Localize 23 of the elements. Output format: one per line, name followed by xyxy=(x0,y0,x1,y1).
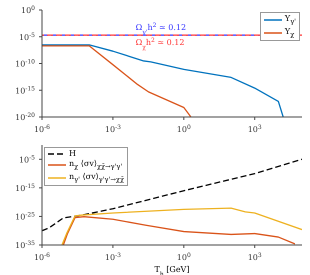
x-tick-label: 10$^{-6}$ xyxy=(34,252,50,262)
x-tick-label: 10$^{-6}$ xyxy=(34,124,50,134)
y-tick-label: 10$^{0}$ xyxy=(20,4,36,15)
x-tick-label: 10$^{-3}$ xyxy=(104,252,122,262)
y-tick-label: 10$^{-15}$ xyxy=(15,84,36,96)
y-tick-label: 10$^{-20}$ xyxy=(15,112,36,122)
y-tick-label: 10$^{-10}$ xyxy=(15,58,36,68)
y-tick-label: 10$^{-35}$ xyxy=(15,240,36,250)
legend-label: Y$_{γ'}$ xyxy=(284,14,296,27)
legend-label: n$_{χ}$ ⟨σv⟩$_{χχ̄→γ'γ'}$ xyxy=(69,159,122,172)
legend-label: H xyxy=(69,149,76,159)
y-tick-label: 10$^{-25}$ xyxy=(15,210,36,222)
legend-label: Y$_{χ}$ xyxy=(284,26,294,40)
x-tick-label: 10$^{-3}$ xyxy=(104,124,122,134)
x-tick-label: 10$^{3}$ xyxy=(248,252,262,262)
y-tick-label: 10$^{-5}$ xyxy=(18,154,36,164)
ref-line-label: Ω$_{χ}$h$^{2}$ ≃ 0.12 xyxy=(136,36,184,51)
x-tick-label: 10$^{0}$ xyxy=(176,124,191,134)
x-tick-label: 10$^{0}$ xyxy=(176,252,191,262)
legend-label: n$_{γ'}$ ⟨σv⟩$_{γ'γ'→χχ̄}$ xyxy=(69,172,124,184)
y-tick-label: 10$^{-5}$ xyxy=(18,31,36,42)
x-tick-label: 10$^{3}$ xyxy=(248,124,262,134)
y-tick-label: 10$^{-15}$ xyxy=(15,182,36,193)
